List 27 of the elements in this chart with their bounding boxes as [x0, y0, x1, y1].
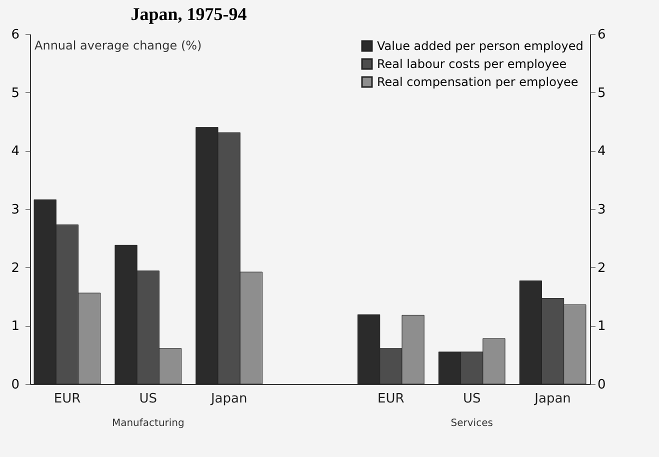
- y2-tick-label: 5: [598, 86, 606, 101]
- legend-label: Real labour costs per employee: [377, 57, 567, 71]
- legend-label: Value added per person employed: [377, 39, 584, 53]
- y-tick-label: 3: [11, 202, 20, 218]
- x-tick-label: EUR: [378, 392, 404, 406]
- y-tick-label: 6: [11, 28, 20, 42]
- y-tick-label: 5: [11, 86, 20, 101]
- y2-tick-label: 4: [598, 144, 606, 160]
- y-tick-label: 2: [11, 260, 20, 276]
- text: Manufacturing: [112, 418, 184, 429]
- text: Services: [450, 418, 493, 429]
- y2-tick-label: 1: [598, 319, 606, 334]
- x-tick-label: US: [139, 392, 158, 406]
- y-tick-label: 1: [11, 319, 20, 334]
- chart-title: Japan, 1975-94: [130, 4, 247, 24]
- y2-tick-label: 2: [598, 260, 606, 276]
- y-tick-label: 0: [11, 378, 20, 392]
- x-tick-label: US: [462, 392, 481, 406]
- y-tick-label: 4: [11, 144, 20, 160]
- x-tick-label: EUR: [54, 392, 81, 406]
- y2-tick-label: 6: [598, 28, 606, 42]
- x-tick-label: Japan: [210, 392, 248, 406]
- y2-tick-label: 3: [598, 202, 606, 218]
- legend-label: Real compensation per employee: [377, 75, 578, 89]
- y-axis-title: Annual average change (%): [34, 38, 202, 52]
- y2-tick-label: 0: [598, 378, 606, 392]
- x-tick-label: Japan: [534, 392, 571, 406]
